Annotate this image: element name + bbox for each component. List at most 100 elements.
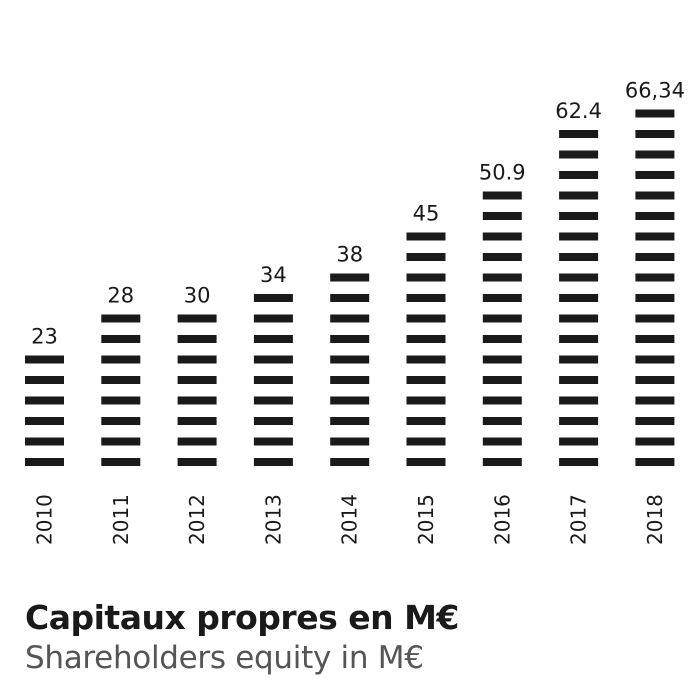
bar-stripe <box>635 376 675 384</box>
bar-stripe <box>482 335 522 343</box>
bar-stripe <box>253 355 293 364</box>
bar-stripe <box>482 273 522 282</box>
data-label-2011: 28 <box>107 284 134 308</box>
bar-stripe <box>253 294 293 302</box>
data-label-2010: 23 <box>31 325 58 349</box>
bar-2016 <box>482 191 522 466</box>
bar-stripe <box>177 355 217 364</box>
bar-stripe <box>253 458 293 466</box>
bar-stripe <box>330 396 370 405</box>
bar-stripe <box>101 417 141 425</box>
bar-stripe <box>25 458 64 466</box>
bar-stripe <box>177 396 217 405</box>
bar-stripe <box>482 396 522 405</box>
bar-stripe <box>253 396 293 405</box>
bar-2017 <box>559 130 599 466</box>
bar-stripe <box>406 273 446 282</box>
x-tick-label-2011: 2011 <box>109 494 133 545</box>
bar-stripe <box>635 396 675 405</box>
bar-stripe <box>482 437 522 446</box>
bar-stripe <box>177 314 217 323</box>
bar-stripe <box>635 273 675 282</box>
bar-stripe <box>330 417 370 425</box>
bar-stripe <box>406 417 446 425</box>
bar-stripe <box>253 437 293 446</box>
bar-stripe <box>635 355 675 364</box>
data-label-2012: 30 <box>184 284 211 308</box>
bar-stripe <box>559 417 599 425</box>
x-tick-label-2016: 2016 <box>490 494 514 545</box>
bar-stripe <box>482 458 522 466</box>
bar-stripe <box>635 314 675 323</box>
bar-stripe <box>406 458 446 466</box>
bar-2013 <box>253 294 293 466</box>
bar-stripe <box>101 314 141 323</box>
bar-stripe <box>482 376 522 384</box>
bar-stripe <box>253 417 293 425</box>
bar-stripe <box>253 376 293 384</box>
bar-stripe <box>635 212 675 220</box>
bar-stripe <box>330 437 370 446</box>
bar-stripe <box>559 212 599 220</box>
bar-stripe <box>559 150 599 159</box>
bar-stripe <box>482 314 522 323</box>
bar-stripe <box>406 294 446 302</box>
bar-stripe <box>635 253 675 261</box>
bar-stripe <box>482 212 522 220</box>
data-label-2015: 45 <box>413 202 440 226</box>
bar-stripe <box>635 458 675 466</box>
bar-chart: 23 2010 28 2011 30 2012 34 2013 38 2014 45 2015 50.9… <box>25 79 685 545</box>
bar-stripe <box>559 376 599 384</box>
bar-stripe <box>406 253 446 261</box>
bar-stripe <box>25 437 64 446</box>
bar-stripe <box>559 314 599 323</box>
bar-stripe <box>559 458 599 466</box>
bar-stripe <box>635 232 675 241</box>
bar-stripe <box>101 437 141 446</box>
bar-stripe <box>559 335 599 343</box>
bar-stripe <box>330 376 370 384</box>
chart-title: Capitaux propres en M€ <box>25 598 459 637</box>
bar-stripe <box>406 335 446 343</box>
bar-stripe <box>559 437 599 446</box>
bar-stripe <box>253 314 293 323</box>
bar-stripe <box>177 458 217 466</box>
bar-stripe <box>559 396 599 405</box>
bar-stripe <box>559 355 599 364</box>
bar-stripe <box>25 376 64 384</box>
bar-stripe <box>635 294 675 302</box>
bar-stripe <box>406 376 446 384</box>
x-tick-label-2012: 2012 <box>185 494 209 545</box>
bar-2014 <box>330 273 370 466</box>
bar-2011 <box>101 314 141 466</box>
bar-stripe <box>482 294 522 302</box>
data-label-2013: 34 <box>260 263 287 287</box>
bar-stripe <box>406 355 446 364</box>
bar-stripe <box>101 396 141 405</box>
x-tick-label-2017: 2017 <box>567 494 591 545</box>
bar-stripe <box>406 437 446 446</box>
bar-2010 <box>25 355 64 466</box>
bar-stripe <box>25 355 64 364</box>
bar-stripe <box>635 109 675 118</box>
x-tick-label-2010: 2010 <box>33 494 57 545</box>
bar-stripe <box>177 417 217 425</box>
bar-stripe <box>559 130 599 138</box>
bar-stripe <box>635 171 675 179</box>
bar-stripe <box>635 191 675 200</box>
bar-stripe <box>101 355 141 364</box>
bar-stripe <box>25 417 64 425</box>
bar-2012 <box>177 314 217 466</box>
bar-stripe <box>406 314 446 323</box>
bar-stripe <box>406 232 446 241</box>
bar-stripe <box>559 232 599 241</box>
bar-stripe <box>101 335 141 343</box>
bar-stripe <box>559 191 599 200</box>
bar-stripe <box>330 355 370 364</box>
bar-stripe <box>101 376 141 384</box>
bar-stripe <box>177 437 217 446</box>
bar-stripe <box>330 458 370 466</box>
bar-stripe <box>482 417 522 425</box>
bar-stripe <box>25 396 64 405</box>
bar-stripe <box>635 437 675 446</box>
